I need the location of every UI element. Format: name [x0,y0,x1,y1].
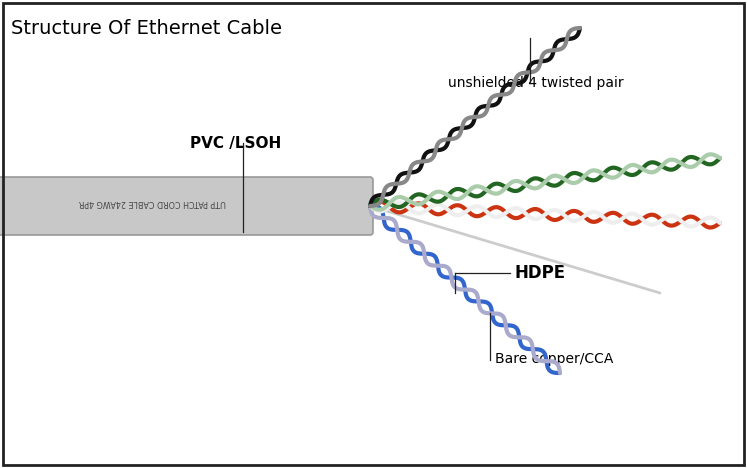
FancyBboxPatch shape [0,177,373,235]
Text: unshielded 4 twisted pair: unshielded 4 twisted pair [448,76,624,90]
Text: Structure Of Ethernet Cable: Structure Of Ethernet Cable [11,19,282,38]
Text: HDPE: HDPE [515,264,566,282]
Text: PVC /LSOH: PVC /LSOH [190,136,282,151]
Text: Bare copper/CCA: Bare copper/CCA [495,352,613,366]
Text: UTP PATCH CORD CABLE 24AWG 4PR: UTP PATCH CORD CABLE 24AWG 4PR [79,198,226,207]
